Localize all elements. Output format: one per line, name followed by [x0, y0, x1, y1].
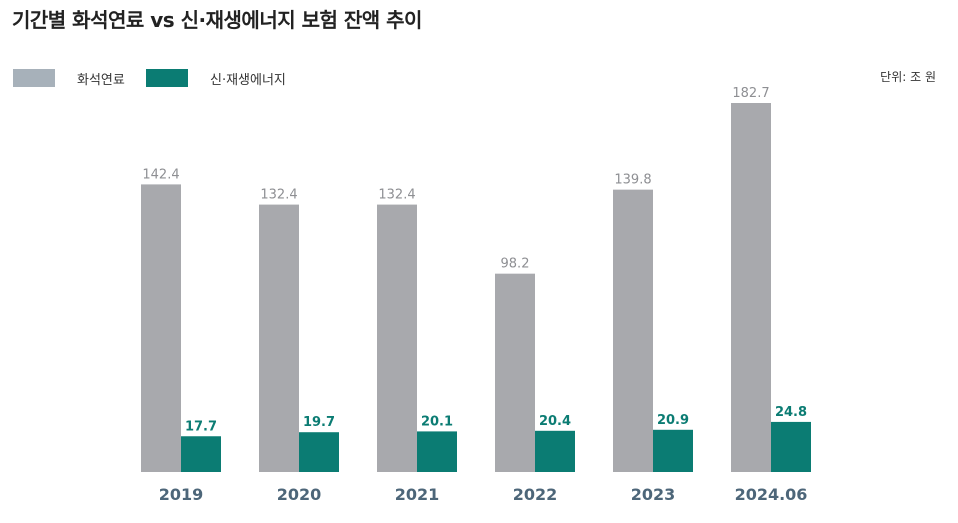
x-tick-label: 2021 [395, 485, 440, 504]
unit-label: 단위: 조 원 [880, 70, 936, 84]
data-label-fossil: 132.4 [260, 188, 297, 203]
x-tick-label: 2023 [631, 485, 676, 504]
x-tick-label: 2020 [277, 485, 322, 504]
x-tick-label: 2024.06 [735, 485, 808, 504]
data-label-renewable: 24.8 [775, 405, 807, 420]
data-label-fossil: 132.4 [378, 188, 415, 203]
data-label-renewable: 17.7 [185, 419, 217, 434]
legend-label-fossil: 화석연료 [77, 72, 125, 88]
legend-swatch-fossil [13, 69, 55, 87]
bar-renewable [181, 436, 221, 472]
bar-renewable [417, 431, 457, 472]
legend-swatch-renewable [146, 69, 188, 87]
data-label-renewable: 20.4 [539, 414, 571, 429]
bar-fossil [141, 184, 181, 472]
bar-fossil [731, 103, 771, 472]
legend-item-fossil: 화석연료 [13, 69, 125, 88]
chart-title: 기간별 화석연료 vs 신·재생에너지 보험 잔액 추이 [12, 8, 422, 32]
bar-fossil [377, 204, 417, 472]
data-label-renewable: 20.1 [421, 414, 453, 429]
x-tick-label: 2019 [159, 485, 204, 504]
data-label-fossil: 98.2 [501, 257, 530, 272]
bar-renewable [535, 430, 575, 472]
data-label-renewable: 20.9 [657, 413, 689, 428]
bar-renewable [771, 421, 811, 472]
data-label-fossil: 139.8 [614, 173, 651, 188]
data-label-fossil: 182.7 [732, 86, 769, 101]
data-label-renewable: 19.7 [303, 415, 335, 430]
bar-renewable [299, 432, 339, 472]
data-label-fossil: 142.4 [142, 167, 179, 182]
x-tick-label: 2022 [513, 485, 558, 504]
legend-item-renewable: 신·재생에너지 [146, 69, 286, 88]
bar-fossil [613, 189, 653, 472]
bar-renewable [653, 429, 693, 472]
legend-label-renewable: 신·재생에너지 [210, 72, 286, 88]
bar-fossil [495, 273, 535, 472]
bar-fossil [259, 204, 299, 472]
